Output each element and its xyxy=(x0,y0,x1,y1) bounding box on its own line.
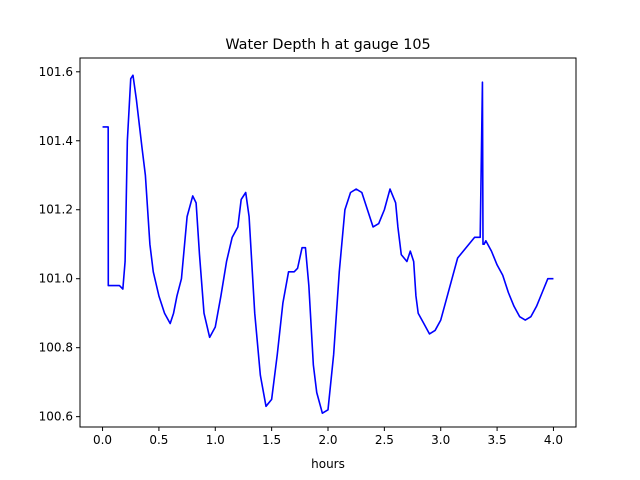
y-tick-label: 100.8 xyxy=(39,341,73,355)
y-axis-ticks: 100.6 100.8 101.0 101.2 101.4 101.6 xyxy=(39,65,80,424)
x-tick-label: 1.5 xyxy=(262,433,281,447)
y-tick-label: 101.2 xyxy=(39,203,73,217)
x-tick-label: 0.5 xyxy=(149,433,168,447)
chart-title: Water Depth h at gauge 105 xyxy=(225,37,430,53)
y-tick-label: 100.6 xyxy=(39,410,73,424)
x-tick-label: 1.0 xyxy=(206,433,225,447)
x-tick-label: 0.0 xyxy=(93,433,112,447)
y-tick-label: 101.4 xyxy=(39,134,73,148)
x-tick-label: 3.0 xyxy=(431,433,450,447)
y-tick-label: 101.0 xyxy=(39,272,73,286)
x-axis-ticks: 0.0 0.5 1.0 1.5 2.0 2.5 3.0 3.5 4.0 xyxy=(93,427,563,447)
x-tick-label: 2.0 xyxy=(318,433,337,447)
x-tick-label: 2.5 xyxy=(375,433,394,447)
x-axis-label: hours xyxy=(311,457,345,471)
x-tick-label: 3.5 xyxy=(488,433,507,447)
y-tick-label: 101.6 xyxy=(39,65,73,79)
series-line-0 xyxy=(102,74,554,415)
x-tick-label: 4.0 xyxy=(544,433,563,447)
